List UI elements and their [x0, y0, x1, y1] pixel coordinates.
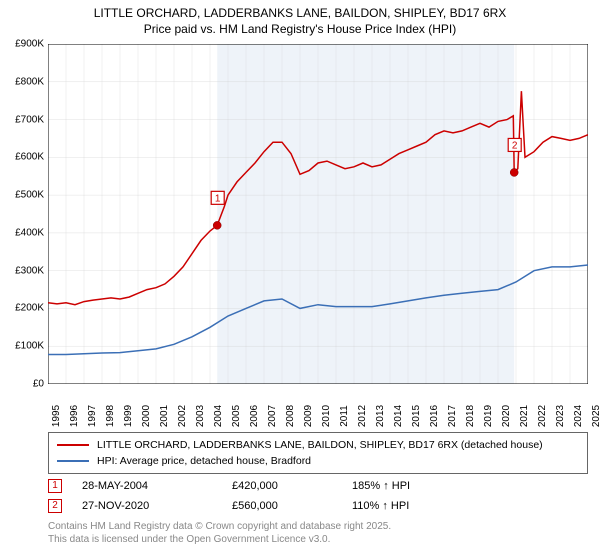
legend-item-1: LITTLE ORCHARD, LADDERBANKS LANE, BAILDO…: [57, 437, 579, 453]
x-tick-label: 2001: [159, 405, 170, 427]
x-tick-label: 2003: [195, 405, 206, 427]
title-subtitle: Price paid vs. HM Land Registry's House …: [0, 22, 600, 36]
title-block: LITTLE ORCHARD, LADDERBANKS LANE, BAILDO…: [0, 0, 600, 38]
y-tick-label: £400K: [15, 227, 44, 238]
chart-plot-area: 12: [48, 44, 588, 384]
chart-container: LITTLE ORCHARD, LADDERBANKS LANE, BAILDO…: [0, 0, 600, 560]
y-tick-label: £900K: [15, 39, 44, 50]
y-tick-label: £100K: [15, 341, 44, 352]
x-tick-label: 2006: [249, 405, 260, 427]
markers-table: 1 28-MAY-2004£420,000185% ↑ HPI 2 27-NOV-20…: [48, 476, 588, 516]
x-tick-label: 1996: [69, 405, 80, 427]
footer-line-1: Contains HM Land Registry data © Crown c…: [48, 520, 588, 533]
x-tick-label: 2021: [519, 405, 530, 427]
x-tick-label: 2004: [213, 405, 224, 427]
marker-hpi: 110% ↑ HPI: [352, 500, 472, 512]
marker-hpi: 185% ↑ HPI: [352, 480, 472, 492]
y-tick-label: £0: [33, 379, 44, 390]
y-tick-label: £600K: [15, 152, 44, 163]
svg-text:1: 1: [215, 193, 221, 204]
marker-price: £420,000: [232, 480, 352, 492]
marker-number-box: 2: [48, 499, 62, 513]
x-tick-label: 2007: [267, 405, 278, 427]
y-tick-label: £800K: [15, 76, 44, 87]
y-axis-labels: £0£100K£200K£300K£400K£500K£600K£700K£80…: [0, 44, 46, 384]
y-tick-label: £200K: [15, 303, 44, 314]
x-tick-label: 1998: [105, 405, 116, 427]
x-tick-label: 2018: [465, 405, 476, 427]
x-tick-label: 2017: [447, 405, 458, 427]
x-tick-label: 2000: [141, 405, 152, 427]
x-tick-label: 2019: [483, 405, 494, 427]
x-tick-label: 2010: [321, 405, 332, 427]
x-tick-label: 1999: [123, 405, 134, 427]
legend-item-2: HPI: Average price, detached house, Brad…: [57, 453, 579, 469]
y-tick-label: £500K: [15, 190, 44, 201]
y-tick-label: £300K: [15, 265, 44, 276]
x-tick-label: 2023: [555, 405, 566, 427]
x-tick-label: 2015: [411, 405, 422, 427]
marker-date: 27-NOV-2020: [82, 500, 232, 512]
marker-number-box: 1: [48, 479, 62, 493]
x-tick-label: 2024: [573, 405, 584, 427]
title-address: LITTLE ORCHARD, LADDERBANKS LANE, BAILDO…: [0, 6, 600, 20]
marker-row: 2 27-NOV-2020£560,000110% ↑ HPI: [48, 496, 588, 516]
marker-date: 28-MAY-2004: [82, 480, 232, 492]
marker-price: £560,000: [232, 500, 352, 512]
x-tick-label: 2022: [537, 405, 548, 427]
x-tick-label: 1997: [87, 405, 98, 427]
legend-swatch-2: [57, 460, 89, 462]
x-tick-label: 2013: [375, 405, 386, 427]
marker-row: 1 28-MAY-2004£420,000185% ↑ HPI: [48, 476, 588, 496]
chart-svg: 12: [48, 44, 588, 384]
x-tick-label: 2009: [303, 405, 314, 427]
x-tick-label: 2025: [591, 405, 600, 427]
x-tick-label: 2014: [393, 405, 404, 427]
legend-box: LITTLE ORCHARD, LADDERBANKS LANE, BAILDO…: [48, 432, 588, 474]
legend-label-2: HPI: Average price, detached house, Brad…: [97, 453, 311, 469]
svg-text:2: 2: [512, 140, 518, 151]
x-tick-label: 1995: [51, 405, 62, 427]
x-tick-label: 2012: [357, 405, 368, 427]
x-tick-label: 2011: [339, 405, 350, 427]
x-tick-label: 2016: [429, 405, 440, 427]
x-axis-labels: 1995 1996 1997 1998 1999 2000 2001 2002 2003 2004…: [48, 386, 588, 436]
y-tick-label: £700K: [15, 114, 44, 125]
x-tick-label: 2020: [501, 405, 512, 427]
x-tick-label: 2002: [177, 405, 188, 427]
footer-line-2: This data is licensed under the Open Gov…: [48, 533, 588, 546]
legend-swatch-1: [57, 444, 89, 446]
footer-attribution: Contains HM Land Registry data © Crown c…: [48, 520, 588, 546]
legend-label-1: LITTLE ORCHARD, LADDERBANKS LANE, BAILDO…: [97, 437, 543, 453]
x-tick-label: 2008: [285, 405, 296, 427]
x-tick-label: 2005: [231, 405, 242, 427]
